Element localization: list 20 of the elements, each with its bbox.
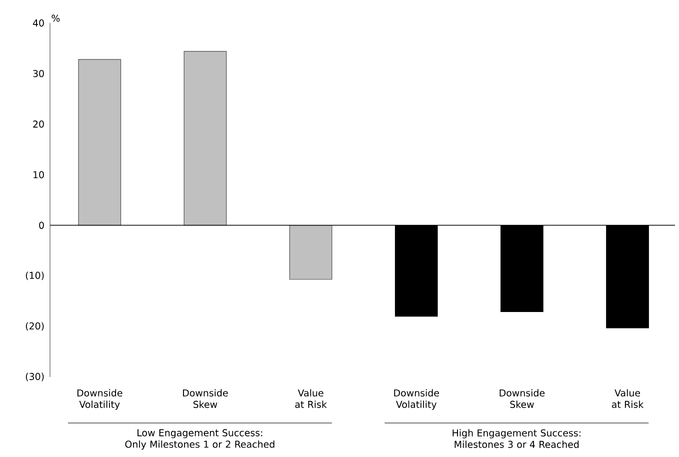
y-tick-label: 0 <box>39 222 44 229</box>
text: Low Engagement Success: Only Milestones 1 or 2 Reached <box>125 429 274 450</box>
y-tick-label: 10 <box>34 171 44 178</box>
y-tick-label: (10) <box>26 272 44 280</box>
y-axis-title: % <box>52 14 60 22</box>
bar <box>184 51 227 226</box>
x-tick-label: Value at Risk <box>612 389 644 408</box>
x-tick-label: Downside Volatility <box>394 389 439 410</box>
y-tick-label: (20) <box>26 322 44 331</box>
x-tick-label: Downside Volatility <box>77 389 122 410</box>
y-tick-label: (30) <box>26 372 44 382</box>
text: High Engagement Success: Milestones 3 or 4 Reached <box>452 429 580 448</box>
y-tick-label: 20 <box>33 120 44 128</box>
bar <box>78 59 122 226</box>
x-tick-label: Value at Risk <box>295 389 327 408</box>
y-tick-label: 40 <box>32 19 44 27</box>
y-tick-label: 30 <box>33 70 44 78</box>
x-tick-label: Downside Skew <box>183 389 228 408</box>
bar <box>289 224 332 280</box>
x-tick-label: Downside Skew <box>500 389 545 408</box>
